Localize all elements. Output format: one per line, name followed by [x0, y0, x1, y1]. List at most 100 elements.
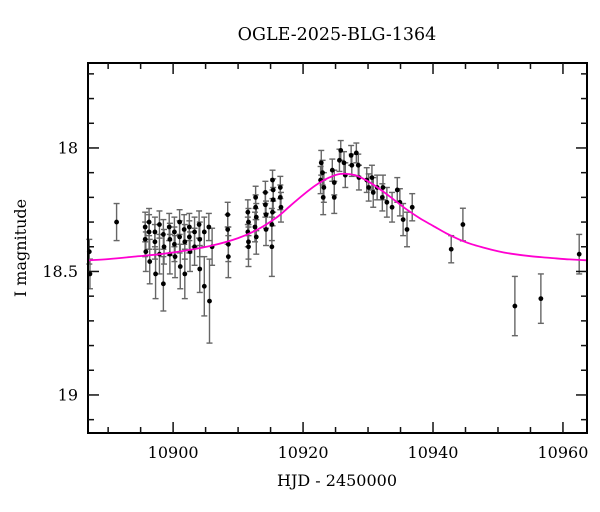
data-point [225, 212, 231, 218]
data-point [192, 229, 197, 235]
data-point [246, 239, 251, 245]
data-point [341, 160, 347, 166]
data-point [186, 234, 192, 240]
data-point [182, 271, 188, 277]
data-point [246, 244, 251, 250]
data-point [172, 241, 177, 247]
plot-frame [87, 62, 588, 434]
data-point [142, 224, 148, 230]
data-point [253, 214, 259, 220]
data-point [394, 187, 400, 193]
data-point [448, 246, 454, 252]
data-point [160, 281, 166, 287]
y-axis-label: I magnitude [11, 199, 30, 297]
data-point [253, 234, 259, 240]
data-point [157, 222, 162, 227]
data-point [277, 185, 283, 190]
data-point [337, 157, 342, 163]
data-point [331, 180, 337, 185]
data-point [146, 219, 152, 225]
data-point [270, 197, 276, 203]
data-point [270, 177, 275, 183]
data-point [201, 283, 207, 289]
tick-marks-layer [88, 63, 587, 433]
data-point [146, 229, 152, 235]
data-point [460, 222, 466, 227]
x-tick-label: 10940 [408, 443, 459, 462]
data-point [225, 227, 231, 232]
data-point [186, 224, 192, 230]
data-point [207, 298, 212, 304]
data-point [409, 204, 415, 210]
data-point [269, 244, 275, 250]
data-point [404, 227, 410, 232]
data-point [182, 239, 188, 245]
data-point [152, 229, 158, 235]
y-tick-label: 18.5 [42, 262, 78, 281]
data-point [270, 209, 275, 215]
y-tick-label: 18 [58, 138, 78, 157]
data-point [246, 219, 251, 225]
data-point [576, 251, 582, 257]
data-point [329, 167, 335, 173]
data-point [252, 224, 258, 230]
data-point [177, 219, 183, 225]
data-point [320, 170, 325, 176]
data-point [262, 190, 268, 195]
data-point [197, 266, 203, 272]
data-point [331, 194, 337, 200]
data-point [172, 254, 178, 260]
data-point [166, 224, 172, 230]
data-point [153, 271, 158, 277]
data-point [538, 296, 544, 302]
data-point [225, 254, 231, 260]
data-point [262, 202, 268, 208]
data-point [318, 160, 324, 166]
data-point [320, 194, 326, 200]
data-point [321, 185, 327, 190]
data-point [225, 241, 231, 247]
data-point [177, 234, 183, 240]
x-tick-label: 10900 [148, 443, 199, 462]
data-point [160, 232, 166, 237]
data-point [263, 227, 269, 232]
data-point [349, 162, 355, 168]
x-tick-label: 10920 [278, 443, 329, 462]
data-point [389, 204, 395, 210]
data-point [253, 204, 259, 210]
y-tick-label: 19 [58, 385, 78, 404]
data-point [400, 217, 406, 222]
data-point [143, 249, 149, 255]
data-point [181, 227, 187, 232]
data-point [269, 222, 275, 227]
chart-title: OGLE-2025-BLG-1364 [238, 25, 437, 45]
x-axis-label: HJD - 2450000 [277, 471, 397, 490]
data-point [263, 212, 269, 218]
data-points-layer [86, 148, 582, 309]
data-point [338, 148, 344, 153]
x-tick-label: 10960 [538, 443, 589, 462]
tick-labels-layer: 10900 10920 10940 10960 18 18.5 19 [42, 138, 588, 462]
data-point [366, 185, 372, 190]
data-point [161, 244, 167, 250]
data-point [380, 185, 386, 190]
data-point [348, 152, 354, 158]
data-point [167, 236, 173, 242]
data-point [172, 229, 177, 235]
data-point [277, 194, 283, 200]
model-curve-layer [87, 172, 588, 262]
data-point [196, 222, 202, 227]
data-point [206, 224, 212, 230]
data-point [147, 259, 153, 264]
data-point [270, 187, 276, 193]
data-point [370, 190, 376, 195]
data-point [278, 204, 284, 210]
data-point [353, 150, 359, 156]
data-point [201, 229, 207, 235]
data-point [379, 194, 385, 200]
data-point [253, 194, 259, 200]
data-point [245, 209, 251, 215]
data-point [197, 236, 203, 242]
